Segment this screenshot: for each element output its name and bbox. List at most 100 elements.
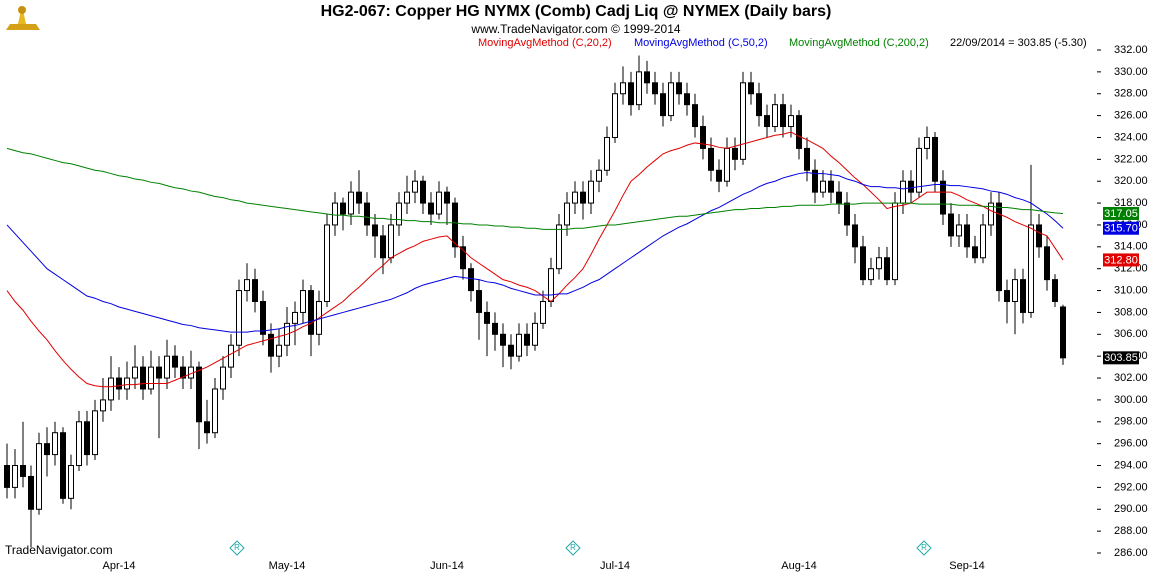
candle-body [716,169,722,182]
last-value-tag [1103,253,1139,267]
moving-average-line [6,131,1064,388]
candle-body [44,443,50,456]
last-value-label: 315.70 [1104,223,1138,235]
last-value-tag [1103,351,1139,365]
y-tick-label: 300.00 [1114,394,1148,406]
candle-body [1020,279,1026,313]
candle-body [812,169,818,193]
candle-body [548,268,554,302]
candle-body [740,82,746,160]
candle-body [1036,224,1042,248]
candle-body [252,279,258,302]
candle-body [148,366,154,390]
y-tick-label: 290.00 [1114,503,1148,515]
candle-body [460,246,466,270]
candle-body [380,235,386,259]
x-tick-label: May-14 [269,560,306,572]
y-tick-label: 310.00 [1114,284,1148,296]
candle-body [780,104,786,128]
candle-body [164,355,170,379]
candle-body [796,115,802,149]
candle-body [292,311,298,324]
candle-body [124,377,130,390]
candle-body [764,115,770,128]
candle-body [132,366,138,379]
candle-body [356,191,362,204]
candle-body [324,224,330,303]
candle-body [308,290,314,335]
x-tick-label: Sep-14 [949,560,984,572]
svg-text:R: R [234,543,240,552]
candle-body [172,355,178,368]
candle-body [348,191,354,215]
candle-body [444,191,450,204]
candle-body [836,191,842,204]
chart-title: HG2-067: Copper HG NYMX (Comb) Cadj Liq … [321,3,832,20]
legend-entry: MovingAvgMethod (C,50,2) [634,37,768,49]
candle-body [684,93,690,106]
x-tick-label: Jun-14 [430,560,464,572]
candle-body [612,93,618,138]
candle-body [204,421,210,434]
logo [6,6,40,30]
candle-body [156,366,162,379]
moving-average-line [6,171,1064,333]
candle-body [60,432,66,499]
candle-body [108,377,114,401]
last-value-label: 303.85 [1104,352,1138,364]
candle-body [300,290,306,313]
candle-body [52,432,58,456]
candle-body [196,366,202,423]
candle-body [676,82,682,95]
candle-body [468,268,474,292]
candle-body [220,366,226,390]
candle-body [756,93,762,117]
candle-body [388,224,394,259]
candle-body [84,421,90,456]
event-markers: R R R [229,540,932,556]
candle-body [180,366,186,379]
candle-body [908,180,914,193]
candle-body [28,475,34,510]
candle-body [692,104,698,128]
last-value-label: 317.05 [1104,208,1138,220]
candle-body [364,202,370,226]
y-tick-label: 308.00 [1114,306,1148,318]
candle-body [876,257,882,270]
candle-body [236,290,242,346]
candle-body [956,224,962,237]
candle-body [4,465,10,488]
y-tick-label: 298.00 [1114,416,1148,428]
candle-body [1004,290,1010,302]
candle-body [620,82,626,95]
y-tick-label: 302.00 [1114,372,1148,384]
candle-body [76,421,82,467]
moving-average-line [6,147,1064,230]
y-tick-label: 322.00 [1114,153,1148,165]
candle-body [436,191,442,215]
candle-body [708,147,714,171]
candle-body [628,82,634,106]
watermark: TradeNavigator.com [5,543,113,557]
candle-body [396,202,402,226]
candle-body [636,71,642,106]
candle-body [516,333,522,357]
candle-body [580,191,586,204]
candle-body [36,443,42,510]
candle-body [588,180,594,204]
candle-body [1052,279,1058,302]
x-tick-label: Jul-14 [600,560,630,572]
x-tick-label: Apr-14 [102,560,135,572]
candle-body [596,169,602,182]
candle-body [868,268,874,281]
candle-body [492,322,498,335]
candle-body [652,82,658,95]
candle-body [140,366,146,390]
candle-body [260,301,266,335]
last-value-tag [1103,206,1139,220]
y-tick-label: 328.00 [1114,88,1148,100]
candle-body [500,333,506,346]
y-tick-label: 326.00 [1114,110,1148,122]
candle-body [732,147,738,160]
